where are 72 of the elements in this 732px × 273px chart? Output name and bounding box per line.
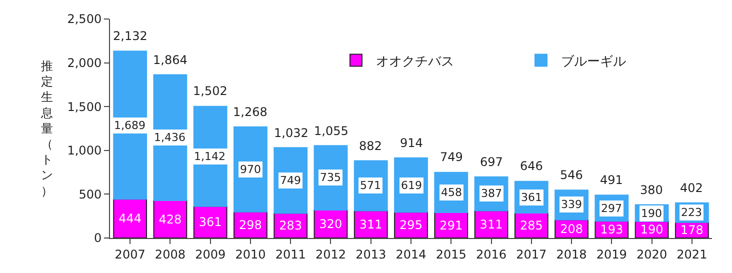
data-label: 428 [158, 212, 182, 226]
data-label: 735 [320, 171, 341, 184]
data-label: 320 [319, 216, 342, 231]
bar [113, 50, 148, 200]
data-label: 285 [520, 218, 543, 233]
x-tick-label: 2007 [114, 247, 146, 262]
total-label: 646 [520, 159, 543, 173]
total-label: 402 [680, 181, 703, 195]
x-tick-label: 2009 [195, 247, 226, 262]
total-label: 2,132 [113, 29, 148, 43]
total-label: 1,864 [153, 53, 188, 67]
x-tick-label: 2020 [636, 247, 668, 262]
data-label: 339 [561, 198, 582, 211]
total-label: 491 [600, 173, 623, 187]
x-tick-label: 2017 [516, 247, 547, 262]
data-label: 387 [481, 187, 502, 200]
data-label: 208 [560, 222, 583, 236]
y-tick-label: 1,500 [67, 100, 102, 114]
total-label: 1,502 [193, 84, 228, 98]
total-label: 1,268 [233, 105, 268, 119]
x-tick-label: 2014 [396, 247, 426, 262]
x-tick-label: 2019 [596, 247, 627, 262]
y-tick-label: 2,000 [67, 56, 102, 70]
data-label: 295 [400, 218, 422, 232]
x-tick-label: 2011 [275, 247, 306, 262]
data-label: 619 [401, 179, 422, 192]
data-label: 361 [198, 215, 222, 230]
x-tick-label: 2010 [235, 247, 266, 262]
total-label: 882 [359, 139, 382, 153]
data-label: 458 [441, 186, 462, 199]
bar [234, 126, 268, 212]
data-label: 571 [360, 179, 381, 192]
y-tick-label: 2,500 [67, 12, 102, 26]
x-tick-label: 2012 [315, 247, 346, 262]
data-label: 297 [601, 202, 622, 215]
data-label: 311 [480, 217, 503, 232]
data-label: 970 [240, 163, 261, 176]
data-label: 1,436 [154, 131, 186, 144]
x-tick-label: 2018 [556, 247, 587, 262]
text: 推定生息量（トン） [41, 59, 53, 198]
data-label: 361 [521, 191, 542, 204]
total-label: 546 [560, 168, 583, 182]
data-label: 190 [640, 222, 664, 237]
x-tick-label: 2015 [436, 247, 466, 262]
data-label: 223 [681, 206, 702, 219]
data-label: 283 [279, 218, 302, 233]
total-label: 697 [480, 155, 503, 169]
total-label: 1,055 [314, 124, 348, 138]
data-label: 1,689 [114, 119, 146, 132]
total-label: 380 [640, 183, 663, 197]
y-tick-label: 0 [94, 231, 102, 246]
bar [113, 198, 148, 238]
x-tick-label: 2008 [154, 247, 186, 262]
legend-label: ブルーギル [560, 54, 626, 70]
data-label: 193 [600, 222, 624, 237]
total-label: 1,032 [274, 126, 308, 140]
y-tick-label: 1,000 [67, 144, 102, 158]
data-label: 178 [680, 223, 704, 238]
data-label: 291 [440, 218, 463, 232]
data-label: 311 [359, 217, 382, 232]
x-tick-label: 2013 [356, 247, 386, 262]
total-label: 749 [440, 150, 463, 164]
data-label: 190 [641, 207, 662, 220]
x-tick-label: 2016 [476, 247, 507, 262]
data-label: 444 [118, 212, 142, 226]
y-tick-label: 500 [78, 187, 102, 202]
total-label: 914 [400, 136, 423, 150]
data-label: 749 [280, 174, 301, 187]
x-tick-label: 2021 [676, 247, 708, 262]
data-label: 1,142 [194, 150, 226, 163]
legend-label: オオクチバス [376, 54, 454, 70]
data-label: 298 [239, 218, 262, 232]
